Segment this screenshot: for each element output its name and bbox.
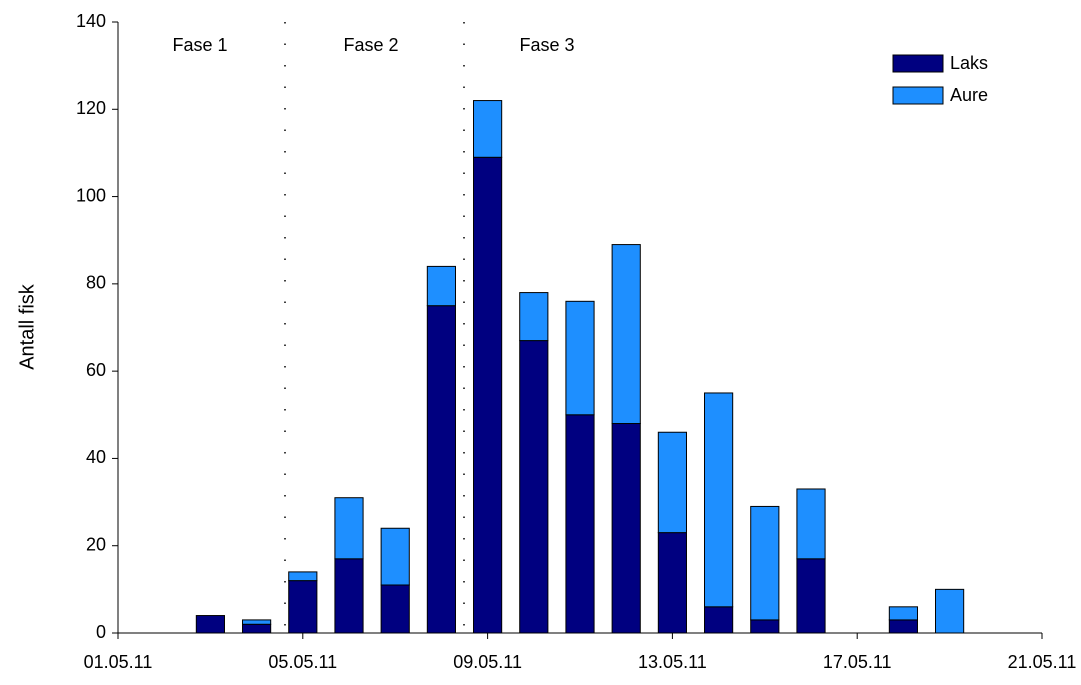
bar <box>704 606 734 634</box>
bar <box>611 244 641 425</box>
bar <box>750 505 780 621</box>
bar <box>242 619 272 625</box>
phase-label: Fase 2 <box>343 35 398 55</box>
x-tick-label: 01.05.11 <box>84 652 153 672</box>
x-tick-label: 21.05.11 <box>1008 652 1077 672</box>
y-tick-label: 0 <box>96 622 106 642</box>
bar <box>888 606 918 621</box>
bar <box>935 588 965 634</box>
bar <box>334 558 364 634</box>
bar <box>704 392 734 608</box>
y-tick-label: 100 <box>76 185 106 205</box>
bar <box>519 292 549 342</box>
bar <box>750 619 780 634</box>
bar <box>888 619 918 634</box>
bar <box>380 584 410 634</box>
y-tick-label: 40 <box>86 447 106 467</box>
x-tick-label: 09.05.11 <box>453 652 522 672</box>
bar <box>334 497 364 560</box>
bar <box>473 156 503 634</box>
bar <box>565 414 595 634</box>
bar <box>426 305 456 634</box>
x-tick-label: 05.05.11 <box>268 652 337 672</box>
bar <box>288 580 318 634</box>
bar <box>473 100 503 158</box>
bar <box>242 623 272 634</box>
y-tick-label: 60 <box>86 360 106 380</box>
y-tick-label: 20 <box>86 534 106 554</box>
legend-swatch <box>892 54 944 73</box>
bar <box>565 300 595 416</box>
x-tick-label: 13.05.11 <box>638 652 707 672</box>
bar <box>796 488 826 560</box>
bar <box>195 615 225 634</box>
bar <box>611 423 641 634</box>
y-tick-label: 120 <box>76 98 106 118</box>
x-tick-label: 17.05.11 <box>823 652 892 672</box>
bar <box>426 265 456 307</box>
bar <box>796 558 826 634</box>
bar <box>657 431 687 534</box>
bar <box>519 340 549 634</box>
y-tick-label: 80 <box>86 273 106 293</box>
phase-label: Fase 3 <box>519 35 574 55</box>
legend-swatch <box>892 86 944 105</box>
legend-label: Aure <box>950 85 988 105</box>
bar <box>380 527 410 586</box>
legend-label: Laks <box>950 53 988 73</box>
y-tick-label: 140 <box>76 11 106 31</box>
y-axis-label: Antall fisk <box>16 283 38 370</box>
bar <box>288 571 318 582</box>
bar <box>657 532 687 634</box>
phase-label: Fase 1 <box>172 35 227 55</box>
